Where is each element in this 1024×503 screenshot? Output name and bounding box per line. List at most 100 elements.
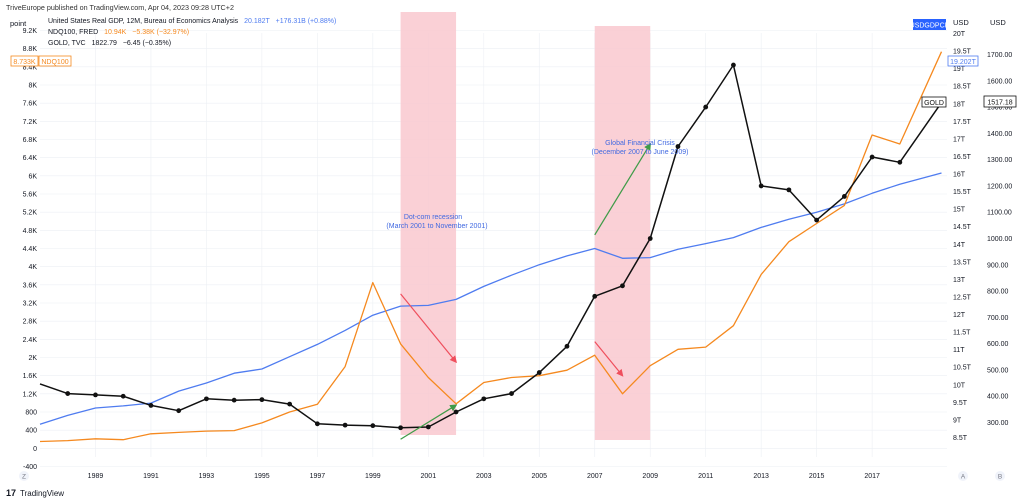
trend-arrow-up (594, 142, 651, 236)
y-tick-label-left: 2.8K (23, 319, 38, 326)
gold-tag-bg (921, 96, 947, 108)
usdgdpcp-badge-bg (913, 19, 946, 30)
y-tick-label-left: 7.6K (23, 101, 38, 108)
gold-point (120, 393, 126, 399)
y-tick-label-left: 4K (28, 264, 37, 271)
y-tick-label-mid: 17T (953, 136, 966, 143)
x-tick-label: 2013 (753, 473, 769, 480)
y-tick-label-left: 0 (33, 446, 37, 453)
y-tick-label-mid: 19.5T (953, 49, 972, 56)
ndq-tag-bg (38, 55, 72, 67)
y-tick-label-right: 500.00 (987, 367, 1009, 374)
series-line (39, 172, 942, 425)
y-tick-label-mid: 13.5T (953, 259, 972, 266)
y-tick-label-left: 800 (25, 410, 37, 417)
y-tick-label-left: 4.4K (23, 246, 38, 253)
axis-title-mid: USD (953, 18, 969, 27)
y-tick-label-left: 9.2K (23, 28, 38, 35)
legend-gold-label: GOLD, TVC (48, 40, 86, 47)
y-tick-label-right: 1000.00 (987, 236, 1012, 243)
published-header: TriveEurope published on TradingView.com… (6, 3, 234, 12)
y-tick-label-mid: 15T (953, 207, 966, 214)
series-line (39, 51, 943, 443)
ndq-last-badge: 8.733K (13, 59, 36, 66)
dotcom-annotation-dates: (March 2001 to November 2001) (386, 223, 487, 230)
series-layer (39, 51, 943, 443)
gold-point (814, 217, 820, 223)
y-tick-label-mid: 13T (953, 277, 966, 284)
legend-gdp[interactable]: United States Real GDP, 12M, Bureau of E… (48, 18, 336, 25)
legend-gold-value: 1822.79 (91, 40, 117, 47)
axis-title-left: point (10, 19, 27, 28)
y-tick-label-mid: 18.5T (953, 84, 972, 91)
bottom-mark-mid[interactable]: A (961, 474, 966, 481)
gold-point (259, 397, 265, 403)
y-tick-label-left: 3.2K (23, 301, 38, 308)
gold-point (425, 424, 431, 430)
x-tick-label: 2007 (587, 473, 603, 480)
usdgdpcp-badge[interactable]: USDGDPCP (910, 23, 950, 30)
series-line (39, 64, 943, 429)
legend-ndq-label: NDQ100, FRED (48, 29, 99, 36)
y-tick-label-mid: 16T (953, 172, 966, 179)
gold-point (204, 396, 209, 402)
gold-point (647, 236, 653, 241)
bottom-mark-right[interactable]: B (998, 474, 1002, 481)
legend-ndq[interactable]: NDQ100, FRED 10.94K −5.38K (−32.97%) (48, 29, 189, 36)
tradingview-footer[interactable]: 17 TradingView (6, 488, 64, 498)
gold-point (148, 403, 154, 408)
x-tick-label: 2011 (698, 473, 713, 480)
y-tick-label-mid: 12T (953, 312, 966, 319)
gold-point (758, 183, 764, 189)
grid-layer (40, 30, 947, 467)
gold-point (536, 370, 542, 375)
trend-arrows (400, 142, 651, 440)
gold-last-badge: 1517.18 (987, 100, 1012, 107)
y-tick-label-left: 6.4K (23, 155, 38, 162)
y-tick-label-mid: 18T (953, 101, 966, 108)
y-tick-label-left: 4.8K (23, 228, 38, 235)
y-tick-label-right: 800.00 (987, 289, 1009, 296)
gold-point (370, 423, 376, 429)
y-tick-label-mid: 14T (953, 242, 966, 249)
bottom-mark-left-bg (19, 471, 29, 481)
y-tick-label-right: 1100.00 (987, 210, 1012, 217)
bottom-mark-left[interactable]: Z (22, 474, 26, 481)
y-tick-label-mid: 19T (953, 66, 966, 73)
y-tick-label-mid: 8.5T (953, 435, 968, 442)
y-tick-label-mid: 9T (953, 417, 962, 424)
legend-gold[interactable]: GOLD, TVC 1822.79 −6.45 (−0.35%) (48, 40, 171, 47)
gold-point (287, 401, 293, 407)
gold-point (509, 391, 514, 396)
y-tick-label-left: 6K (28, 173, 37, 180)
y-tick-label-left: 1.2K (23, 391, 38, 398)
tradingview-brand: TradingView (20, 488, 65, 498)
y-tick-label-right: 300.00 (987, 420, 1009, 427)
bottom-mark-right-bg (995, 471, 1005, 481)
y-tick-label-mid: 11.5T (953, 330, 971, 337)
x-tick-label: 1995 (254, 473, 270, 480)
gold-point (564, 343, 570, 349)
x-tick-label: 2005 (531, 473, 547, 480)
gold-point (65, 391, 71, 396)
y-tick-label-left: 8.8K (23, 46, 38, 53)
trend-arrow-down (400, 293, 457, 364)
y-tick-label-left: 8K (28, 83, 37, 90)
y-tick-label-left: 2.4K (23, 337, 38, 344)
trend-arrow-up (400, 404, 458, 440)
y-tick-label-left: 5.2K (23, 210, 38, 217)
x-tick-label: 2009 (642, 473, 658, 480)
x-tick-label: 2003 (476, 473, 492, 480)
y-tick-label-left: 3.6K (23, 282, 38, 289)
x-tick-label: 1991 (143, 473, 159, 480)
gold-point (453, 409, 459, 415)
y-tick-label-mid: 14.5T (953, 224, 972, 231)
gold-point (231, 397, 237, 403)
y-tick-label-left: 2K (28, 355, 37, 362)
dotcom-annotation-title: Dot-com recession (404, 214, 462, 221)
legend-gold-change: −6.45 (−0.35%) (122, 40, 172, 47)
trend-arrow-down (594, 341, 624, 377)
tradingview-logo-icon: 17 (6, 488, 17, 498)
y-tick-label-mid: 10T (953, 382, 966, 389)
gold-point (703, 104, 709, 110)
